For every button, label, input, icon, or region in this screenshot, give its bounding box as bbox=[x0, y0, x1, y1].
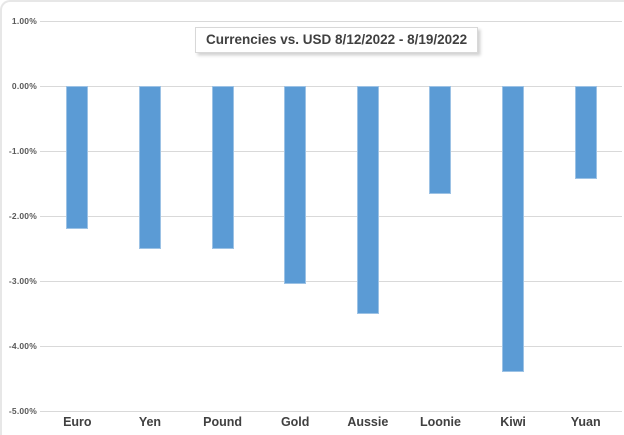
gridline bbox=[40, 150, 622, 152]
y-axis-tick-label: 1.00% bbox=[11, 16, 37, 26]
gridline bbox=[40, 410, 622, 412]
y-axis-tick-label: -3.00% bbox=[8, 275, 37, 286]
bar-yuan bbox=[574, 86, 597, 180]
x-axis-label-gold: Gold bbox=[280, 415, 310, 429]
chart-title: Currencies vs. USD 8/12/2022 - 8/19/2022 bbox=[195, 27, 479, 53]
bar-loonie bbox=[429, 86, 452, 194]
gridline bbox=[40, 345, 622, 347]
x-axis-label-yuan: Yuan bbox=[570, 415, 601, 429]
x-axis-label-euro: Euro bbox=[63, 415, 92, 429]
x-axis-label-kiwi: Kiwi bbox=[500, 415, 526, 429]
bar-yen bbox=[138, 86, 161, 249]
x-axis-label-yen: Yen bbox=[138, 415, 162, 429]
bar-aussie bbox=[356, 86, 379, 314]
y-axis-tick-label: -1.00% bbox=[8, 145, 37, 156]
bar-pound bbox=[211, 86, 234, 249]
bar-kiwi bbox=[502, 86, 525, 373]
gridline bbox=[40, 21, 622, 22]
x-axis-label-aussie: Aussie bbox=[347, 415, 389, 429]
gridline bbox=[40, 215, 622, 217]
y-axis-tick-label: -5.00% bbox=[8, 405, 37, 416]
x-axis-label-pound: Pound bbox=[203, 415, 242, 429]
y-axis-tick-label: -2.00% bbox=[8, 210, 37, 221]
y-axis-tick-label: -4.00% bbox=[8, 340, 37, 351]
x-axis-label-loonie: Loonie bbox=[419, 415, 461, 429]
bar-gold bbox=[284, 86, 307, 285]
y-axis-tick-label: 0.00% bbox=[11, 80, 37, 91]
gridline bbox=[40, 280, 622, 282]
gridline bbox=[40, 85, 622, 87]
bar-euro bbox=[66, 86, 89, 230]
